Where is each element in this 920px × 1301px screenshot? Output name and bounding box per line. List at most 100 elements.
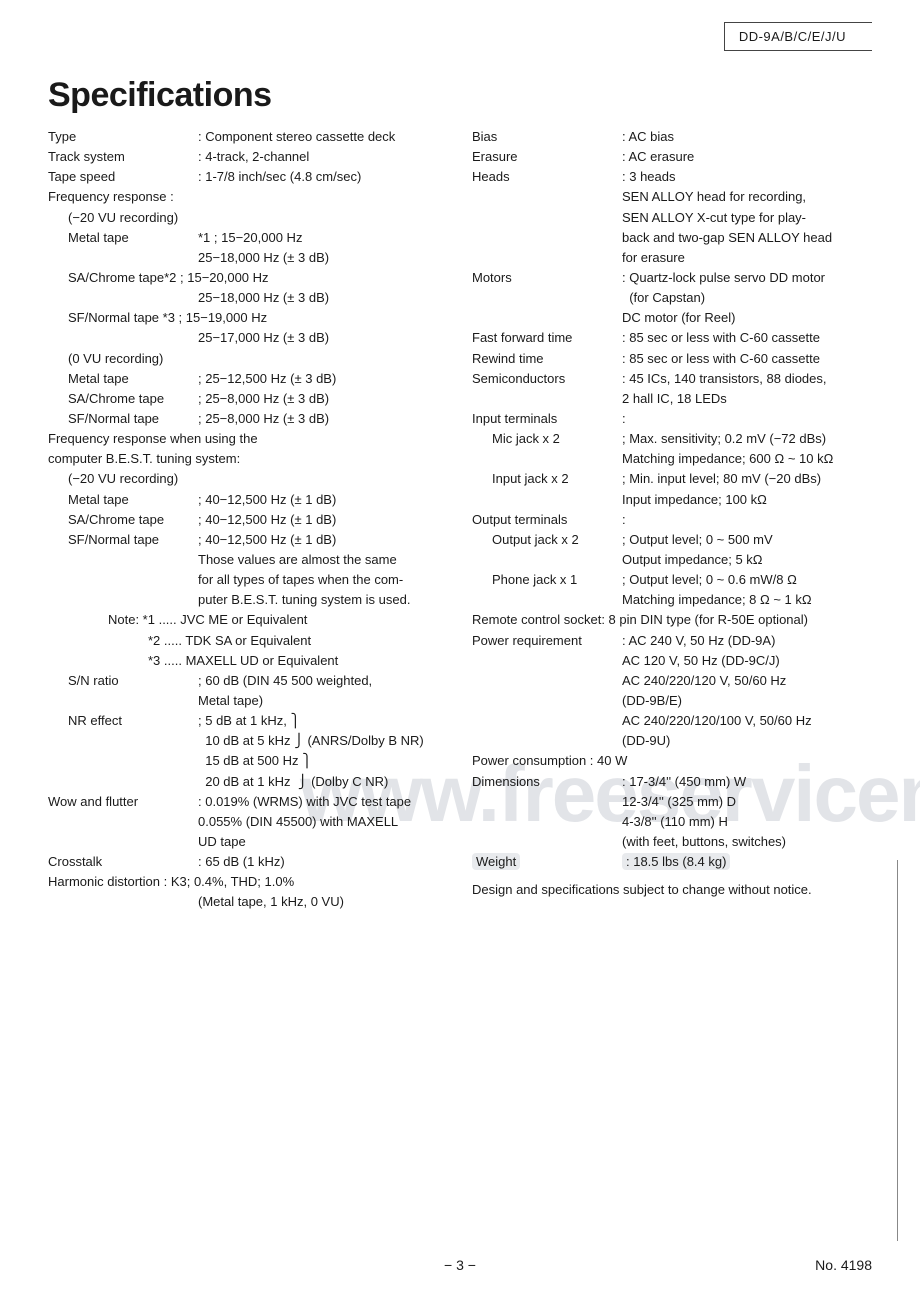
pc-label: Power consumption : 40 W [472, 751, 872, 771]
nr-value1: ; 5 dB at 1 kHz, ⎫ [198, 711, 448, 731]
type-value: : Component stereo cassette deck [198, 127, 448, 147]
fr-metal-label: Metal tape [68, 228, 198, 248]
pr-v3: AC 240/220/120 V, 50/60 Hz [472, 671, 872, 691]
heads-v1: SEN ALLOY head for recording, [472, 187, 872, 207]
track-label: Track system [48, 147, 198, 167]
fr0-metal-label: Metal tape [68, 369, 198, 389]
fr2-label: Frequency response when using the [48, 429, 448, 449]
track-value: : 4-track, 2-channel [198, 147, 448, 167]
pj-value: ; Output level; 0 ~ 0.6 mW/8 Ω [622, 570, 872, 590]
page-title: Specifications [48, 76, 872, 115]
rw-label: Rewind time [472, 349, 622, 369]
it-value: : [622, 409, 872, 429]
heads-v3: back and two-gap SEN ALLOY head [472, 228, 872, 248]
motors-value: : Quartz-lock pulse servo DD motor [622, 268, 872, 288]
erasure-label: Erasure [472, 147, 622, 167]
fr2-note1: Those values are almost the same [48, 550, 448, 570]
motors-v3: DC motor (for Reel) [472, 308, 872, 328]
bias-label: Bias [472, 127, 622, 147]
fr2-sf-label: SF/Normal tape [68, 530, 198, 550]
fr-sf-value2: 25−17,000 Hz (± 3 dB) [48, 328, 448, 348]
note3: *3 ..... MAXELL UD or Equivalent [48, 651, 448, 671]
nr-label: NR effect [68, 711, 198, 731]
dim-v2: 12-3/4'' (325 mm) D [472, 792, 872, 812]
dim-v3: 4-3/8'' (110 mm) H [472, 812, 872, 832]
sn-value2: Metal tape) [48, 691, 448, 711]
dim-value: : 17-3/4'' (450 mm) W [622, 772, 872, 792]
weight-label-text: Weight [472, 853, 520, 870]
pr-v5: AC 240/220/120/100 V, 50/60 Hz [472, 711, 872, 731]
hd-value2: (Metal tape, 1 kHz, 0 VU) [48, 892, 448, 912]
fr2-note3: puter B.E.S.T. tuning system is used. [48, 590, 448, 610]
fr-sf-label: SF/Normal tape *3 ; 15−19,000 Hz [48, 308, 448, 328]
type-label: Type [48, 127, 198, 147]
sc-label: Semiconductors [472, 369, 622, 389]
wf-label: Wow and flutter [48, 792, 198, 812]
mic-v2: Matching impedance; 600 Ω ~ 10 kΩ [472, 449, 872, 469]
fr2-label2: computer B.E.S.T. tuning system: [48, 449, 448, 469]
fr-sa-value2: 25−18,000 Hz (± 3 dB) [48, 288, 448, 308]
left-column: Type: Component stereo cassette deck Tra… [48, 127, 448, 912]
content: Specifications Type: Component stereo ca… [48, 76, 872, 912]
pr-value: : AC 240 V, 50 Hz (DD-9A) [622, 631, 872, 651]
heads-v2: SEN ALLOY X-cut type for play- [472, 208, 872, 228]
heads-v4: for erasure [472, 248, 872, 268]
note2: *2 ..... TDK SA or Equivalent [48, 631, 448, 651]
fr2-m20: (−20 VU recording) [48, 469, 448, 489]
speed-value: : 1-7/8 inch/sec (4.8 cm/sec) [198, 167, 448, 187]
sc-value: : 45 ICs, 140 transistors, 88 diodes, [622, 369, 872, 389]
design-note: Design and specifications subject to cha… [472, 880, 872, 900]
bias-value: : AC bias [622, 127, 872, 147]
remote-control: Remote control socket: 8 pin DIN type (f… [472, 610, 872, 630]
sn-value: ; 60 dB (DIN 45 500 weighted, [198, 671, 448, 691]
ff-value: : 85 sec or less with C-60 cassette [622, 328, 872, 348]
right-column: Bias: AC bias Erasure: AC erasure Heads:… [472, 127, 872, 912]
fr-sa-label: SA/Chrome tape*2 ; 15−20,000 Hz [48, 268, 448, 288]
pr-label: Power requirement [472, 631, 622, 651]
freq-0vu: (0 VU recording) [48, 349, 448, 369]
fr0-sf-label: SF/Normal tape [68, 409, 198, 429]
dim-v4: (with feet, buttons, switches) [472, 832, 872, 852]
pj-label: Phone jack x 1 [492, 570, 622, 590]
freq-m20: (−20 VU recording) [48, 208, 448, 228]
nr-value1b: 10 dB at 5 kHz ⎭ (ANRS/Dolby B NR) [48, 731, 448, 751]
rw-value: : 85 sec or less with C-60 cassette [622, 349, 872, 369]
fr2-note2: for all types of tapes when the com- [48, 570, 448, 590]
weight-value: : 18.5 lbs (8.4 kg) [622, 852, 872, 872]
model-box: DD-9A/B/C/E/J/U [724, 22, 872, 51]
weight-value-text: : 18.5 lbs (8.4 kg) [622, 853, 730, 870]
note1: Note: *1 ..... JVC ME or Equivalent [48, 610, 448, 630]
fr0-sa-value: ; 25−8,000 Hz (± 3 dB) [198, 389, 448, 409]
ij-v2: Input impedance; 100 kΩ [472, 490, 872, 510]
mic-value: ; Max. sensitivity; 0.2 mV (−72 dBs) [622, 429, 872, 449]
ot-value: : [622, 510, 872, 530]
pr-v4: (DD-9B/E) [472, 691, 872, 711]
heads-value: : 3 heads [622, 167, 872, 187]
heads-label: Heads [472, 167, 622, 187]
ct-label: Crosstalk [48, 852, 198, 872]
oj-v2: Output impedance; 5 kΩ [472, 550, 872, 570]
it-label: Input terminals [472, 409, 622, 429]
ff-label: Fast forward time [472, 328, 622, 348]
weight-label: Weight [472, 852, 622, 872]
fr0-sa-label: SA/Chrome tape [68, 389, 198, 409]
freq-resp-label: Frequency response : [48, 187, 448, 207]
pj-v2: Matching impedance; 8 Ω ~ 1 kΩ [472, 590, 872, 610]
pr-v6: (DD-9U) [472, 731, 872, 751]
motors-v2: (for Capstan) [472, 288, 872, 308]
page: www.freeservicemanuals.c DD-9A/B/C/E/J/U… [0, 0, 920, 1301]
model-number: DD-9A/B/C/E/J/U [739, 29, 846, 44]
page-number: No. 4198 [815, 1257, 872, 1273]
sc-v2: 2 hall IC, 18 LEDs [472, 389, 872, 409]
right-margin-rule [897, 860, 898, 1241]
nr-value2: 15 dB at 500 Hz ⎫ [48, 751, 448, 771]
dim-label: Dimensions [472, 772, 622, 792]
oj-label: Output jack x 2 [492, 530, 622, 550]
nr-value2b: 20 dB at 1 kHz ⎭ (Dolby C NR) [48, 772, 448, 792]
ij-label: Input jack x 2 [492, 469, 622, 489]
speed-label: Tape speed [48, 167, 198, 187]
wf-value2: 0.055% (DIN 45500) with MAXELL [48, 812, 448, 832]
pr-v2: AC 120 V, 50 Hz (DD-9C/J) [472, 651, 872, 671]
fr2-sa-label: SA/Chrome tape [68, 510, 198, 530]
sn-label: S/N ratio [68, 671, 198, 691]
